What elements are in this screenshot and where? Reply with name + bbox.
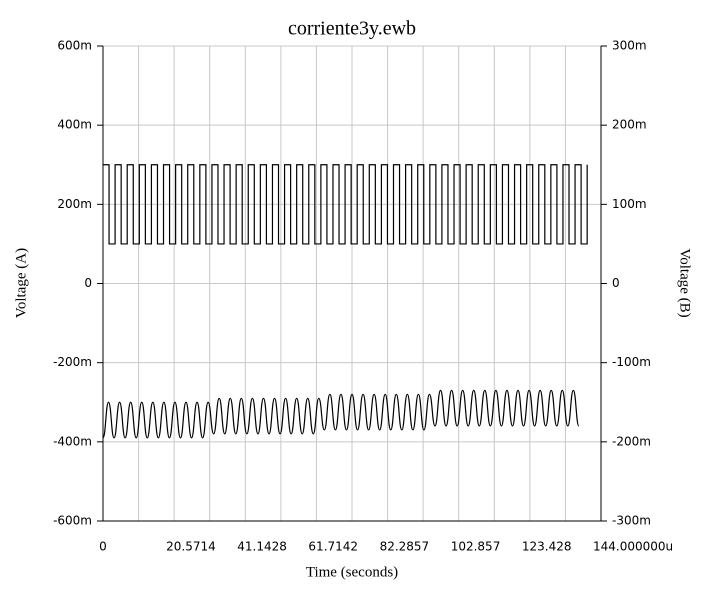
x-tick-label: 144.000000u — [593, 540, 673, 554]
y2-tick-label: -100m — [612, 355, 651, 369]
y-tick-label: 0 — [84, 276, 92, 290]
x-tick-label: 0 — [99, 540, 107, 554]
y-tick-label: -400m — [53, 434, 92, 448]
series-line — [103, 164, 588, 245]
y2-tick-label: -200m — [612, 434, 651, 448]
x-tick-label: 61.7142 — [308, 540, 358, 554]
y-axis-label: Voltage (A) — [13, 248, 29, 318]
y2-tick-label: 300m — [612, 39, 647, 53]
x-tick-label: 123.428 — [522, 540, 572, 554]
y2-tick-label: -300m — [612, 514, 651, 528]
y2-axis-label: Voltage (B) — [677, 248, 693, 317]
y2-tick-label: 100m — [612, 197, 647, 211]
x-tick-label: 102.857 — [451, 540, 501, 554]
y2-tick-label: 0 — [612, 276, 620, 290]
y-tick-label: 600m — [57, 39, 92, 53]
x-axis-label: Time (seconds) — [306, 564, 398, 580]
y-tick-label: 400m — [57, 118, 92, 132]
y2-tick-label: 200m — [612, 118, 647, 132]
y-tick-label: 200m — [57, 197, 92, 211]
chart-title: corriente3y.ewb — [288, 18, 416, 40]
x-tick-label: 82.2857 — [380, 540, 430, 554]
series-line — [102, 389, 580, 439]
x-tick-label: 41.1428 — [237, 540, 287, 554]
x-tick-label: 20.5714 — [166, 540, 216, 554]
y-tick-label: -200m — [53, 355, 92, 369]
y-tick-label: -600m — [53, 514, 92, 528]
